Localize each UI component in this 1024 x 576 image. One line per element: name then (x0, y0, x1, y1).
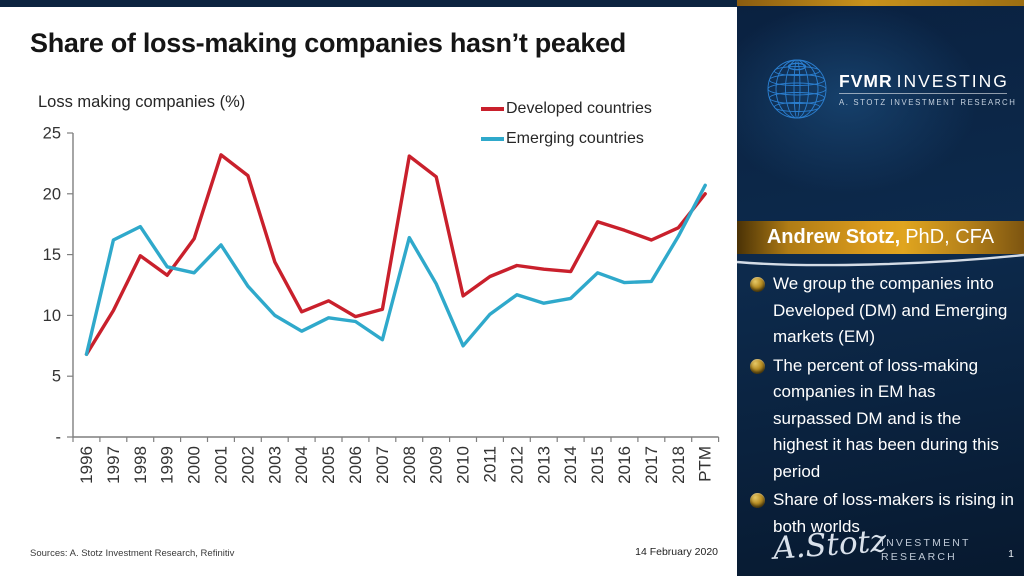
bullet-list: We group the companies into Developed (D… (750, 271, 1014, 540)
author-credentials: PhD, CFA (905, 226, 995, 248)
bullet-text: The percent of loss-making companies in … (773, 355, 999, 481)
legend-item-emerging: Emerging countries (481, 124, 652, 154)
x-tick-label: 2003 (265, 446, 284, 484)
x-tick-label: 2017 (642, 446, 661, 484)
x-tick-label: 2005 (319, 446, 338, 484)
author-name: Andrew Stotz, (766, 226, 901, 248)
y-tick-label: 10 (43, 307, 61, 325)
line-chart: - 5 10 15 20 25 1996 1997 1998 1999 2000 2001 2002 20… (43, 125, 720, 484)
y-tick-label: 5 (52, 368, 61, 386)
legend-label-emerging: Emerging countries (506, 130, 644, 147)
brand-name-light: INVESTING (896, 71, 1009, 91)
bullet-text: We group the companies into Developed (D… (773, 274, 1008, 346)
x-tick-label: 1997 (104, 446, 123, 484)
list-item: We group the companies into Developed (D… (750, 271, 1014, 351)
x-tick-label: PTM (696, 446, 715, 482)
x-tick-label: 2002 (238, 446, 257, 484)
sidebar: FVMR INVESTING A. STOTZ INVESTMENT RESEAR… (737, 0, 1024, 576)
x-tick-label: 1998 (131, 446, 150, 484)
x-tick-label: 2014 (561, 446, 580, 484)
x-tick-label: 2012 (507, 446, 526, 484)
list-item: Share of loss-makers is rising in both w… (750, 487, 1014, 540)
globe-bullet-icon (750, 493, 765, 508)
globe-bullet-icon (750, 277, 765, 292)
y-axis-title: Loss making companies (%) (38, 93, 246, 111)
x-tick-label: 2015 (588, 446, 607, 484)
x-tick-label: 1999 (158, 446, 177, 484)
x-tick-label: 2008 (400, 446, 419, 484)
sidebar-top-accent-bar (737, 0, 1024, 6)
brand-tagline: A. STOTZ INVESTMENT RESEARCH (839, 98, 1017, 107)
bullet-text: Share of loss-makers is rising in both w… (773, 490, 1014, 536)
x-tick-label: 2013 (534, 446, 553, 484)
x-tick-label: 2007 (373, 446, 392, 484)
developed-series-line (84, 153, 707, 357)
y-tick-label: - (56, 429, 62, 447)
y-tick-label: 25 (43, 125, 61, 143)
top-accent-bar (0, 0, 737, 7)
slide-main-area: Share of loss-making companies hasn’t pe… (0, 0, 737, 559)
legend-item-developed: Developed countries (481, 94, 652, 124)
x-tick-label: 2006 (346, 446, 365, 484)
brand-name: FVMR INVESTING (839, 71, 1009, 92)
x-tick-label: 2009 (427, 446, 446, 484)
x-tick-label: 2000 (185, 446, 204, 484)
emerging-series-swatch (481, 137, 504, 141)
x-tick-label: 2018 (669, 446, 688, 484)
brand-name-bold: FVMR (839, 71, 893, 91)
x-tick-label: 2010 (454, 446, 473, 484)
emerging-series-line (84, 183, 707, 357)
signature-logo: A.Stotz (771, 523, 888, 567)
signature-wordmark: INVESTMENT RESEARCH (881, 537, 971, 564)
list-item: The percent of loss-making companies in … (750, 353, 1014, 486)
x-tick-label: 2004 (292, 446, 311, 484)
sources-note: Sources: A. Stotz Investment Research, R… (30, 548, 235, 559)
author-banner: Andrew Stotz, PhD, CFA (737, 221, 1024, 254)
developed-series-swatch (481, 107, 504, 111)
signature-line1: INVESTMENT (881, 537, 971, 549)
x-tick-label: 2001 (212, 446, 231, 484)
page-title: Share of loss-making companies hasn’t pe… (30, 28, 626, 58)
x-tick-label: 2016 (615, 446, 634, 484)
brand-divider (839, 93, 1007, 94)
y-tick-label: 15 (43, 246, 61, 264)
chart-legend: Developed countries Emerging countries (481, 94, 652, 154)
banner-swoosh-decoration (737, 253, 1024, 267)
y-tick-label: 20 (43, 185, 61, 203)
globe-bullet-icon (750, 358, 765, 374)
x-tick-label: 1996 (77, 446, 96, 484)
signature-line2: RESEARCH (881, 550, 957, 563)
legend-label-developed: Developed countries (506, 100, 652, 117)
globe-logo-icon (767, 59, 827, 119)
page-number: 1 (1008, 548, 1014, 560)
slide-date: 14 February 2020 (635, 546, 718, 558)
x-tick-label: 2011 (481, 446, 500, 483)
